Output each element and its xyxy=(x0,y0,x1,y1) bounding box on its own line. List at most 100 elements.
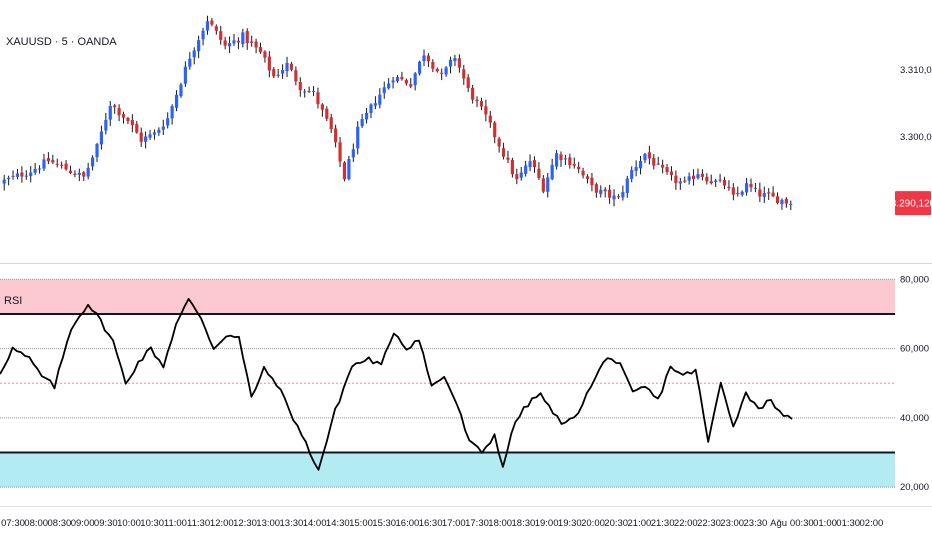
price-axis[interactable]: 3.310,000 3.300,000 xyxy=(900,65,932,143)
time-tick-label: 08:30 xyxy=(48,518,72,529)
price-tick-label: 3.310,000 xyxy=(900,65,932,76)
candle xyxy=(537,162,541,180)
candle xyxy=(2,174,6,191)
time-axis[interactable]: 07:30 08:00 08:30 09:00 09:30 10:00 10:30 11:00… xyxy=(0,506,932,530)
price-pane[interactable]: XAUUSD · 5 · OANDA 3.310,000 3.300,000 3.… xyxy=(2,15,932,216)
candle xyxy=(400,71,404,81)
time-tick-label: 13:00 xyxy=(256,518,280,529)
candle xyxy=(625,175,629,198)
candle xyxy=(351,143,355,162)
candle xyxy=(577,161,581,174)
candle xyxy=(223,36,227,50)
candle xyxy=(232,34,236,47)
candles xyxy=(2,15,793,211)
candle xyxy=(210,17,214,27)
candle xyxy=(669,166,674,181)
candle xyxy=(532,156,537,173)
candle xyxy=(435,67,439,73)
time-tick-label: Ağu xyxy=(770,518,787,529)
candle xyxy=(258,42,263,54)
candle xyxy=(775,192,780,205)
time-tick-label: 17:30 xyxy=(465,518,489,529)
candle xyxy=(541,175,545,194)
time-tick-label: 12:30 xyxy=(233,518,257,529)
candle xyxy=(161,119,165,135)
candle xyxy=(113,103,117,114)
oversold-band xyxy=(0,452,895,488)
candle xyxy=(303,88,307,98)
candle xyxy=(108,100,112,126)
candle xyxy=(691,169,696,186)
candle xyxy=(722,176,727,190)
candle xyxy=(621,185,625,201)
candle xyxy=(709,174,713,185)
candle xyxy=(267,51,271,78)
candle xyxy=(559,151,563,167)
current-price-tag: 3.290,120 xyxy=(891,191,932,216)
candle xyxy=(731,183,735,201)
time-tick-label: 15:00 xyxy=(349,518,373,529)
candle xyxy=(426,53,431,67)
candle xyxy=(369,103,373,119)
candle xyxy=(753,182,758,193)
candle xyxy=(135,121,139,134)
rsi-tick-label: 80,000 xyxy=(900,274,929,285)
candle xyxy=(104,112,108,135)
candle xyxy=(462,64,466,85)
candle xyxy=(749,178,753,192)
candle xyxy=(395,75,400,83)
candle xyxy=(616,194,621,199)
rsi-label: RSI xyxy=(4,295,22,307)
candle xyxy=(378,88,382,109)
candle xyxy=(373,96,377,110)
time-tick-label: 14:00 xyxy=(303,518,327,529)
candle xyxy=(272,66,276,79)
candle xyxy=(661,159,665,174)
candle xyxy=(440,68,444,81)
price-tick-label: 3.300,000 xyxy=(900,132,932,143)
candle xyxy=(409,78,413,89)
candle xyxy=(466,74,470,92)
candle xyxy=(99,125,104,150)
rsi-pane[interactable]: RSI 80,000 60,000 40,000 20,000 xyxy=(0,274,929,493)
candle xyxy=(144,131,148,149)
candle xyxy=(263,50,267,63)
candle xyxy=(391,76,395,89)
candle xyxy=(60,161,64,169)
candle xyxy=(139,127,143,148)
candle xyxy=(307,86,311,93)
candle xyxy=(285,56,289,77)
candle xyxy=(356,121,360,155)
candle xyxy=(20,166,24,183)
candle xyxy=(718,173,722,183)
candle xyxy=(316,87,320,109)
candle xyxy=(254,38,258,54)
candle xyxy=(758,182,762,202)
candle xyxy=(219,25,223,45)
candle xyxy=(528,154,532,172)
candle xyxy=(700,169,705,181)
candle xyxy=(705,173,709,185)
candle xyxy=(550,158,554,181)
candle xyxy=(647,145,651,165)
candle xyxy=(329,113,333,133)
rsi-line xyxy=(0,298,793,471)
candle xyxy=(484,99,488,122)
time-tick-label: 11:30 xyxy=(187,518,210,529)
rsi-tick-label: 20,000 xyxy=(900,482,929,493)
time-tick-label: 19:00 xyxy=(535,518,559,529)
time-tick-label: 11:00 xyxy=(164,518,187,529)
time-tick-label: 23:30 xyxy=(744,518,768,529)
candle xyxy=(342,161,347,182)
candle xyxy=(493,120,497,144)
rsi-axis[interactable]: 80,000 60,000 40,000 20,000 xyxy=(900,274,929,493)
candle xyxy=(11,170,15,180)
candle xyxy=(630,166,634,183)
candle xyxy=(130,114,134,133)
candle xyxy=(475,96,479,108)
candle xyxy=(612,189,616,207)
candle xyxy=(581,167,585,179)
candle xyxy=(152,129,157,140)
candle xyxy=(510,157,514,178)
